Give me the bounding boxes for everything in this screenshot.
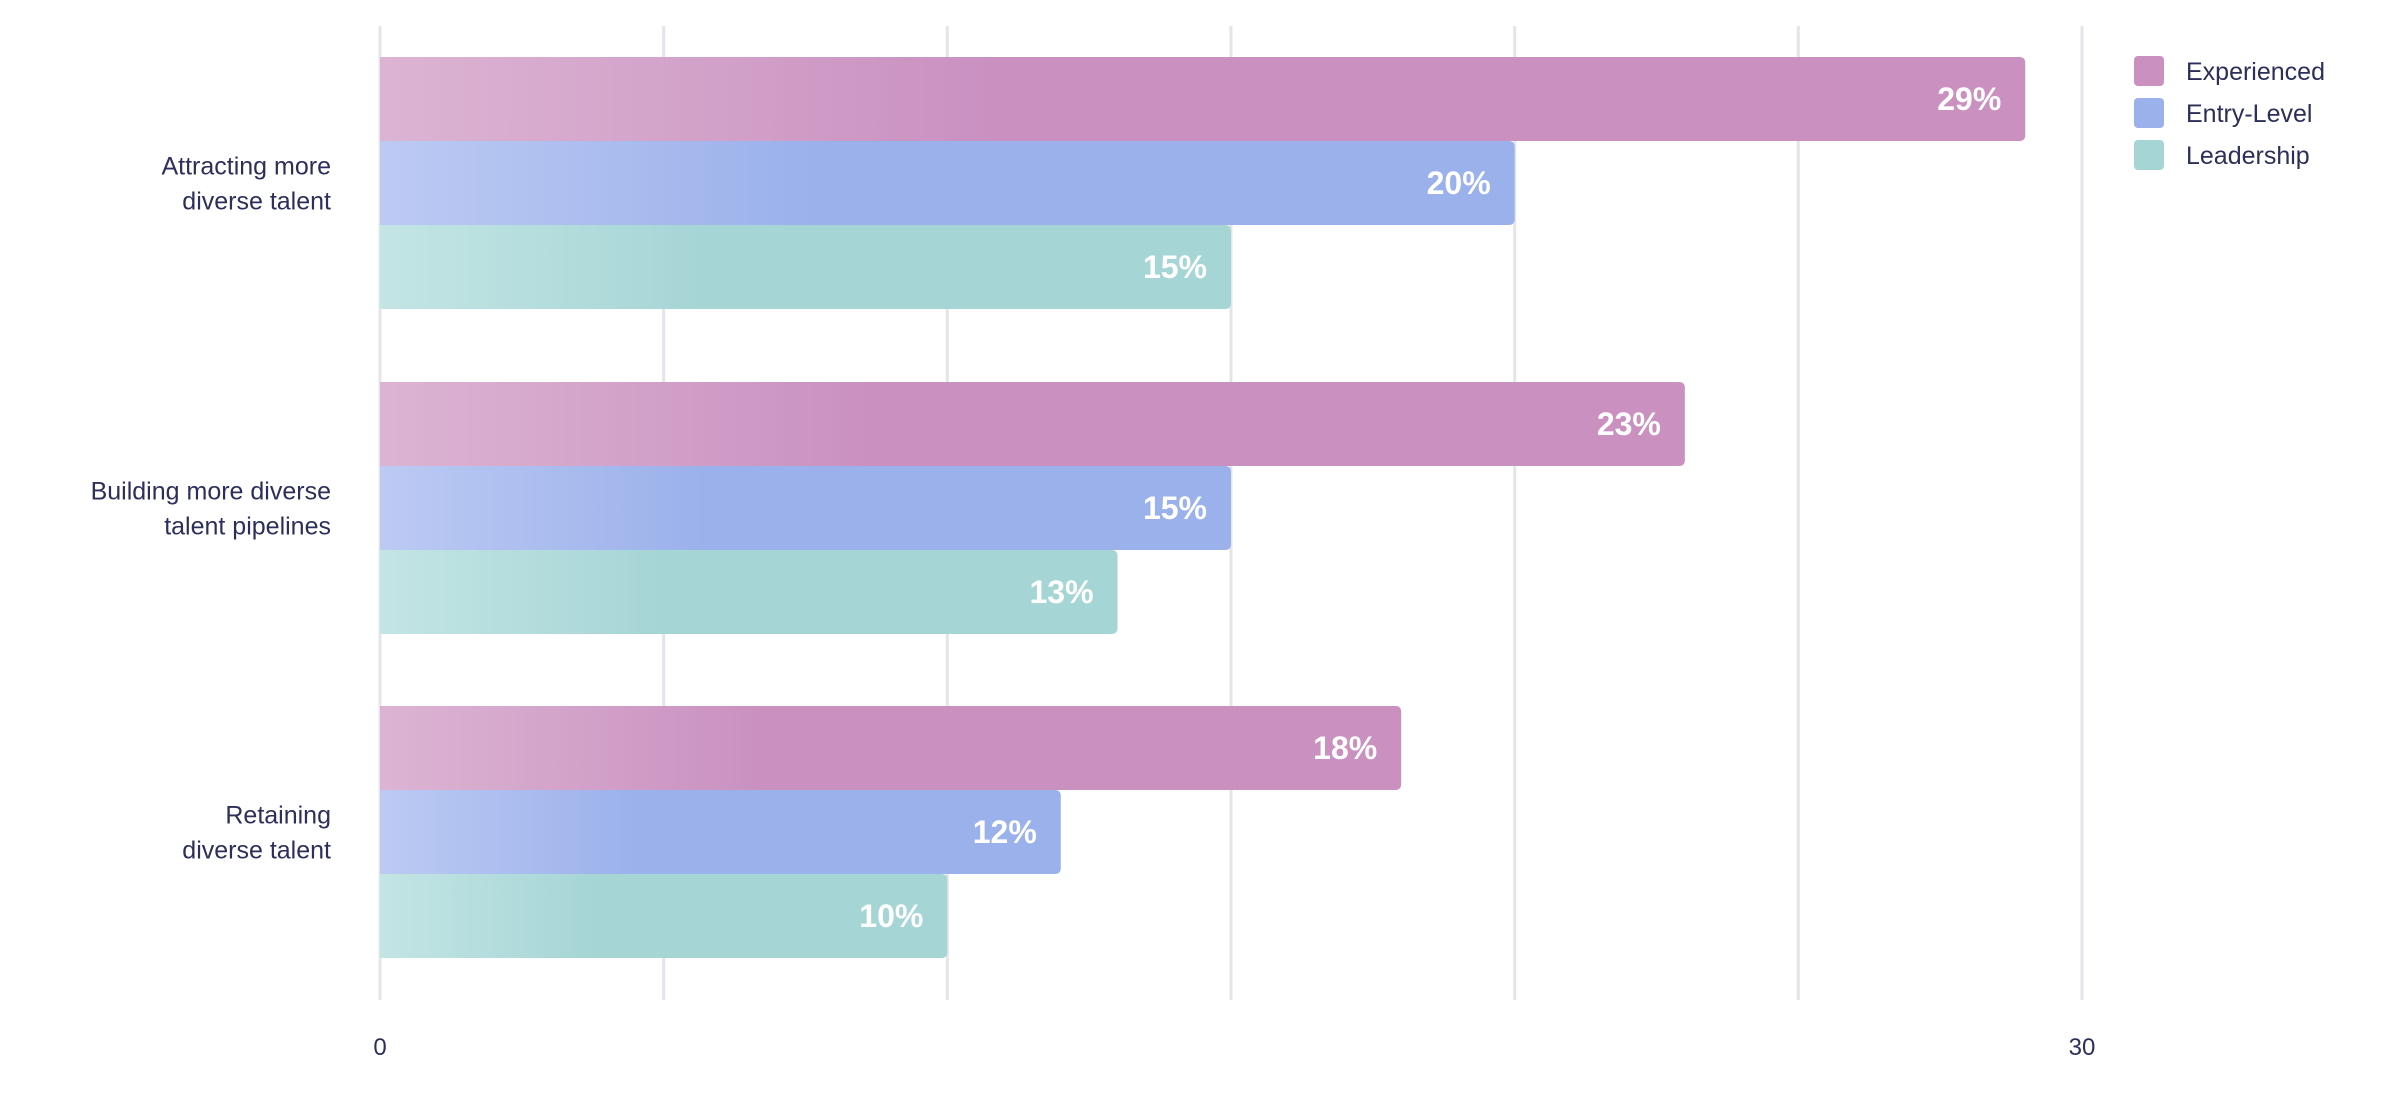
legend-item: Experienced [2134,56,2325,86]
bar-experienced [380,57,2026,141]
bar-entry-level [380,141,1515,225]
data-label: 10% [859,898,923,934]
data-label: 13% [1029,574,1093,610]
legend-swatch [2134,140,2164,170]
legend-label: Entry-Level [2186,100,2312,128]
bar-entry-level [380,790,1061,874]
data-label: 20% [1427,165,1491,201]
data-label: 12% [973,814,1037,850]
category-labels: Attracting more diverse talent Building mo… [91,153,331,865]
bar-leadership [380,874,948,958]
bar-experienced [380,706,1402,790]
x-tick-label: 30 [2069,1034,2096,1061]
bar-leadership [380,550,1118,634]
legend-swatch [2134,56,2164,86]
legend-item: Leadership [2134,140,2310,170]
bar-group: 29% 20% 15% [380,57,2026,309]
bar-experienced [380,382,1685,466]
bar-entry-level [380,466,1231,550]
data-label: 29% [1937,81,2001,117]
legend-item: Entry-Level [2134,98,2312,128]
legend-label: Experienced [2186,58,2325,86]
category-label: Building more diverse talent pipelines [91,478,331,541]
legend-swatch [2134,98,2164,128]
category-label: Retaining diverse talent [182,802,331,865]
x-axis-ticks: 0 30 [373,1034,2095,1061]
data-label: 15% [1143,249,1207,285]
x-tick-label: 0 [373,1034,386,1061]
legend: Experienced Entry-Level Leadership [2134,56,2325,170]
category-label: Attracting more diverse talent [161,153,331,216]
data-label: 18% [1313,730,1377,766]
legend-label: Leadership [2186,142,2310,170]
data-label: 15% [1143,490,1207,526]
data-label: 23% [1597,406,1661,442]
bar-leadership [380,225,1231,309]
bar-group: 18% 12% 10% [380,706,1402,958]
bar-group: 23% 15% 13% [380,382,1685,634]
bar-layer: 29% 20% 15% 23% 15% 13% 18% 12% 10% [380,57,2026,958]
